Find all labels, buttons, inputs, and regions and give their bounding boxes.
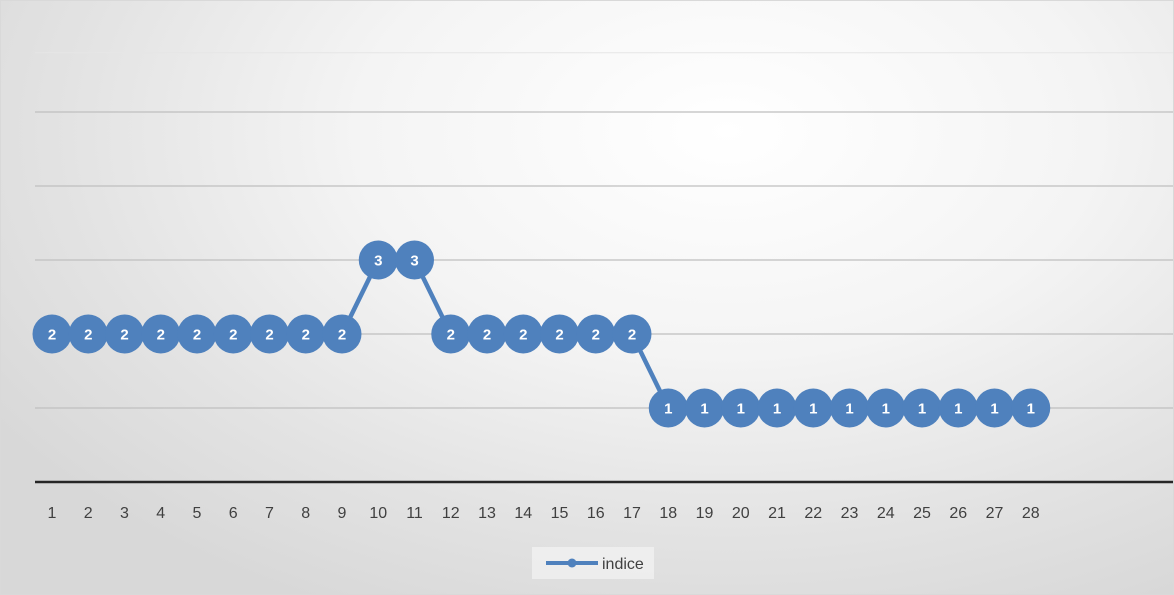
x-tick-label: 21 — [768, 505, 786, 522]
data-point-marker — [503, 314, 543, 354]
data-label: 2 — [592, 327, 600, 344]
x-tick-label: 8 — [301, 505, 310, 522]
data-point-marker — [902, 388, 942, 428]
data-point-marker — [793, 388, 833, 428]
x-tick-label: 16 — [587, 505, 605, 522]
data-label: 2 — [265, 327, 273, 344]
data-label: 1 — [954, 401, 962, 418]
x-tick-label: 24 — [877, 505, 895, 522]
x-tick-label: 20 — [732, 505, 750, 522]
x-tick-label: 18 — [659, 505, 677, 522]
data-point-marker — [612, 314, 652, 354]
data-label: 2 — [120, 327, 128, 344]
x-tick-label: 7 — [265, 505, 274, 522]
data-point-marker — [721, 388, 761, 428]
x-tick-label: 27 — [986, 505, 1004, 522]
data-point-marker — [177, 314, 217, 354]
legend-marker-icon — [567, 558, 577, 568]
data-point-marker — [322, 314, 362, 354]
data-point-marker — [431, 314, 471, 354]
x-tick-label: 11 — [406, 505, 423, 522]
data-label: 2 — [628, 327, 636, 344]
x-tick-label: 9 — [338, 505, 347, 522]
data-label: 1 — [809, 401, 817, 418]
x-tick-label: 4 — [156, 505, 165, 522]
data-label: 2 — [193, 327, 201, 344]
data-label: 1 — [700, 401, 708, 418]
data-point-marker — [540, 314, 579, 354]
x-tick-label: 13 — [478, 505, 496, 522]
data-label: 2 — [555, 327, 563, 344]
data-point-marker — [830, 388, 869, 428]
x-tick-label: 5 — [193, 505, 202, 522]
data-point-marker — [685, 388, 724, 428]
data-label: 2 — [519, 327, 527, 344]
data-point-marker — [938, 388, 978, 428]
data-label: 1 — [845, 401, 853, 418]
data-label: 1 — [737, 401, 745, 418]
data-point-marker — [141, 314, 181, 354]
x-tick-label: 12 — [442, 505, 460, 522]
x-tick-label: 25 — [913, 505, 931, 522]
data-label: 2 — [338, 327, 346, 344]
series-indice: 2 2 2 2 2 2 2 2 2 3 3 2 2 2 2 2 2 1 1 1 1 1 1 1 1 1 1 1 — [32, 240, 1051, 428]
data-label: 2 — [48, 327, 56, 344]
legend-label: indice — [602, 556, 644, 573]
data-label: 2 — [302, 327, 310, 344]
data-label: 2 — [84, 327, 92, 344]
x-tick-label: 28 — [1022, 505, 1040, 522]
data-label: 1 — [990, 401, 998, 418]
x-tick-label: 3 — [120, 505, 129, 522]
x-tick-label: 17 — [623, 505, 641, 522]
x-tick-label: 14 — [514, 505, 532, 522]
data-label: 2 — [229, 327, 237, 344]
legend: indice — [532, 547, 654, 579]
data-point-marker — [1011, 388, 1051, 428]
data-point-marker — [467, 314, 507, 354]
data-point-marker — [68, 314, 108, 354]
data-point-marker — [757, 388, 797, 428]
data-label: 3 — [410, 253, 418, 270]
data-point-marker — [975, 388, 1014, 428]
data-label: 2 — [157, 327, 165, 344]
x-tick-label: 23 — [841, 505, 859, 522]
data-point-marker — [576, 314, 616, 354]
x-tick-label: 26 — [949, 505, 967, 522]
data-point-marker — [32, 314, 72, 354]
data-point-marker — [648, 388, 688, 428]
data-point-marker — [105, 314, 144, 354]
data-point-marker — [358, 240, 398, 280]
gridlines — [35, 52, 1173, 409]
x-tick-label: 19 — [696, 505, 714, 522]
data-label: 2 — [483, 327, 491, 344]
data-label: 1 — [1027, 401, 1035, 418]
x-axis: 1 2 3 4 5 6 7 8 9 10 11 12 13 14 15 16 17 18 19 20 21 22 23 24 2… — [35, 480, 1173, 522]
x-tick-label: 10 — [369, 505, 387, 522]
x-tick-label: 2 — [84, 505, 93, 522]
x-tick-label: 6 — [229, 505, 238, 522]
data-label: 1 — [918, 401, 926, 418]
data-point-marker — [395, 240, 434, 280]
data-point-marker — [286, 314, 326, 354]
data-label: 3 — [374, 253, 382, 270]
data-point-marker — [213, 314, 253, 354]
data-point-marker — [250, 314, 289, 354]
x-tick-label: 1 — [48, 505, 57, 522]
data-label: 1 — [882, 401, 890, 418]
data-point-marker — [866, 388, 906, 428]
data-label: 2 — [447, 327, 455, 344]
data-label: 1 — [773, 401, 781, 418]
data-label: 1 — [664, 401, 672, 418]
x-tick-label: 22 — [804, 505, 822, 522]
x-tick-label: 15 — [551, 505, 569, 522]
